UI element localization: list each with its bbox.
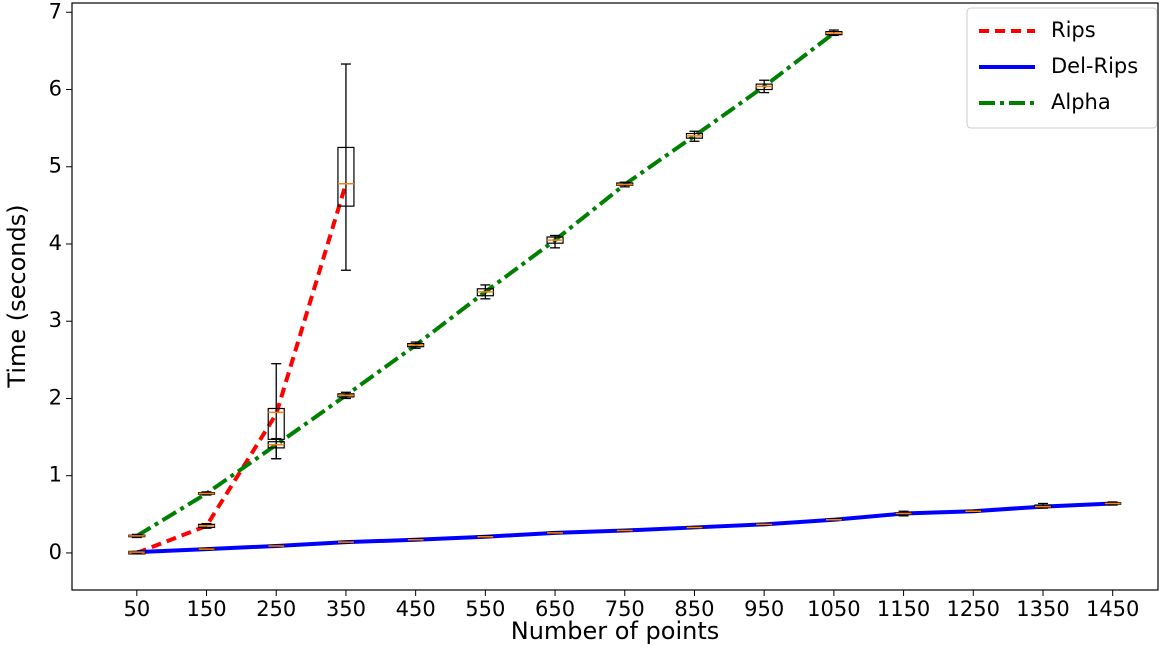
- y-tick-label: 3: [49, 308, 62, 332]
- x-tick-label: 1050: [807, 597, 860, 621]
- box: [337, 146, 355, 207]
- x-tick-label: 850: [674, 597, 714, 621]
- y-tick-label: 1: [49, 463, 62, 487]
- x-tick-label: 1450: [1086, 597, 1139, 621]
- x-tick-label: 1350: [1016, 597, 1069, 621]
- x-tick-label: 150: [186, 597, 226, 621]
- x-tick-label: 350: [326, 597, 366, 621]
- y-tick-label: 2: [49, 385, 62, 409]
- x-tick-label: 450: [396, 597, 436, 621]
- x-tick-label: 650: [535, 597, 575, 621]
- legend-box: [966, 7, 1158, 129]
- x-tick-label: 950: [744, 597, 784, 621]
- y-tick-label: 4: [49, 231, 62, 255]
- plot-frame: [71, 2, 1159, 591]
- x-axis-label: Number of points: [511, 617, 720, 645]
- legend-label: Del-Rips: [1051, 54, 1138, 78]
- y-tick-label: 5: [49, 154, 62, 178]
- x-tick-label: 50: [123, 597, 150, 621]
- y-tick-label: 0: [49, 540, 62, 564]
- y-tick-label: 6: [49, 77, 62, 101]
- x-tick-label: 750: [605, 597, 645, 621]
- series-line: [136, 183, 348, 555]
- x-tick-label: 1250: [947, 597, 1000, 621]
- legend-label: Alpha: [1051, 90, 1111, 114]
- legend-label: Rips: [1051, 18, 1096, 42]
- y-axis-label: Time (seconds): [3, 204, 31, 388]
- x-tick-label: 1150: [877, 597, 930, 621]
- x-tick-label: 250: [256, 597, 296, 621]
- y-tick-label: 7: [49, 0, 62, 23]
- x-tick-label: 550: [465, 597, 505, 621]
